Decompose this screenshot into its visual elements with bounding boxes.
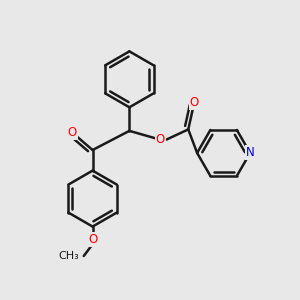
Text: O: O — [88, 233, 97, 246]
Text: CH₃: CH₃ — [58, 251, 79, 261]
Text: O: O — [190, 96, 199, 110]
Text: O: O — [67, 126, 76, 139]
Text: N: N — [246, 146, 254, 159]
Text: O: O — [156, 133, 165, 146]
